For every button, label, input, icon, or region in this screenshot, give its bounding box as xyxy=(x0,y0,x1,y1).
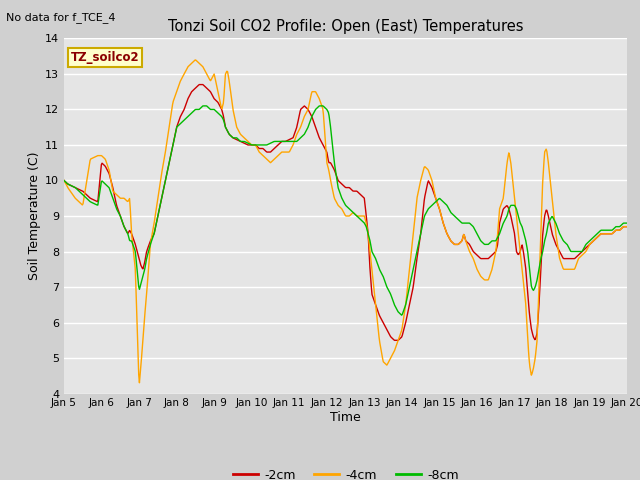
Y-axis label: Soil Temperature (C): Soil Temperature (C) xyxy=(28,152,41,280)
Text: TZ_soilco2: TZ_soilco2 xyxy=(71,51,140,64)
Legend: -2cm, -4cm, -8cm: -2cm, -4cm, -8cm xyxy=(228,464,463,480)
Text: No data for f_TCE_4: No data for f_TCE_4 xyxy=(6,12,116,23)
X-axis label: Time: Time xyxy=(330,411,361,424)
Title: Tonzi Soil CO2 Profile: Open (East) Temperatures: Tonzi Soil CO2 Profile: Open (East) Temp… xyxy=(168,20,524,35)
